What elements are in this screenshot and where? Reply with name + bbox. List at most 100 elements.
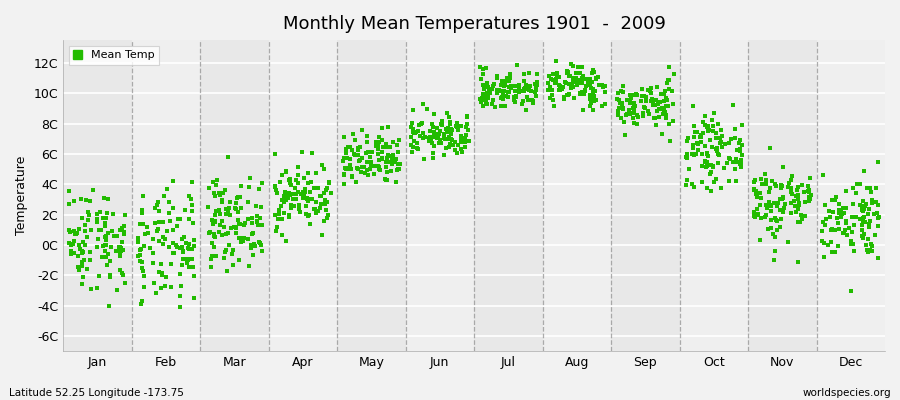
Point <box>208 193 222 199</box>
Point <box>360 159 374 165</box>
Point <box>274 172 289 178</box>
Point <box>363 166 377 172</box>
Point <box>763 207 778 214</box>
Point <box>113 248 128 254</box>
Point <box>454 146 468 152</box>
Point <box>173 216 187 222</box>
Point <box>768 215 782 221</box>
Point <box>302 196 316 202</box>
Point <box>184 196 198 202</box>
Point <box>301 170 315 176</box>
Point <box>528 89 543 95</box>
Point <box>383 159 398 165</box>
Point <box>243 175 257 182</box>
Point <box>315 232 329 238</box>
Point <box>687 134 701 140</box>
Point <box>626 110 641 116</box>
Point <box>777 204 791 211</box>
Point <box>81 212 95 218</box>
Point <box>581 82 596 88</box>
Point <box>493 82 508 88</box>
Point <box>682 166 697 173</box>
Point <box>662 121 677 128</box>
Point <box>497 88 511 95</box>
Bar <box>268 40 337 351</box>
Point <box>798 199 813 206</box>
Point <box>485 86 500 92</box>
Point <box>680 154 694 160</box>
Point <box>659 112 673 118</box>
Point <box>277 193 292 200</box>
Point <box>616 82 630 89</box>
Point <box>795 216 809 222</box>
Point <box>478 94 492 101</box>
Point <box>439 126 454 132</box>
Point <box>426 155 440 161</box>
Point <box>283 176 297 183</box>
Point <box>207 190 221 197</box>
Point <box>493 88 508 94</box>
Point <box>369 143 383 150</box>
Point <box>351 145 365 151</box>
Point <box>573 79 588 86</box>
Point <box>62 188 77 194</box>
Point <box>382 144 397 150</box>
Point <box>292 206 306 212</box>
Point <box>700 151 715 157</box>
Point <box>693 134 707 140</box>
Point <box>247 241 261 247</box>
Point <box>168 242 183 248</box>
Point <box>78 196 93 203</box>
Point <box>176 248 191 255</box>
Point <box>184 208 199 214</box>
Point <box>181 244 195 251</box>
Point <box>693 132 707 139</box>
Point <box>248 243 263 249</box>
Point <box>777 164 791 170</box>
Point <box>663 138 678 144</box>
Point <box>598 101 613 107</box>
Point <box>802 194 816 200</box>
Point <box>346 131 360 137</box>
Point <box>104 272 118 278</box>
Point <box>146 236 160 242</box>
Point <box>392 161 407 168</box>
Point <box>117 231 131 238</box>
Point <box>305 150 320 157</box>
Point <box>274 232 289 238</box>
Point <box>752 237 767 243</box>
Point <box>582 82 597 88</box>
Point <box>72 226 86 232</box>
Point <box>104 243 119 250</box>
Point <box>495 78 509 84</box>
Point <box>101 196 115 202</box>
Point <box>237 221 251 228</box>
Text: worldspecies.org: worldspecies.org <box>803 388 891 398</box>
Point <box>112 246 127 252</box>
Point <box>566 63 580 70</box>
Point <box>859 203 873 209</box>
Point <box>177 206 192 213</box>
Point <box>775 183 789 189</box>
Point <box>458 134 473 141</box>
Point <box>689 140 704 146</box>
Point <box>544 87 559 94</box>
Point <box>94 226 108 233</box>
Point <box>814 238 829 244</box>
Point <box>870 223 885 230</box>
Point <box>286 196 301 202</box>
Point <box>279 238 293 244</box>
Point <box>667 71 681 77</box>
Point <box>348 152 363 158</box>
Point <box>274 197 289 204</box>
Point <box>372 134 386 140</box>
Point <box>297 175 311 182</box>
Point <box>555 84 570 90</box>
Point <box>729 178 743 184</box>
Point <box>317 166 331 172</box>
Point <box>454 134 468 140</box>
Point <box>284 204 298 211</box>
Point <box>187 243 202 249</box>
Point <box>627 100 642 106</box>
Point <box>734 152 749 158</box>
